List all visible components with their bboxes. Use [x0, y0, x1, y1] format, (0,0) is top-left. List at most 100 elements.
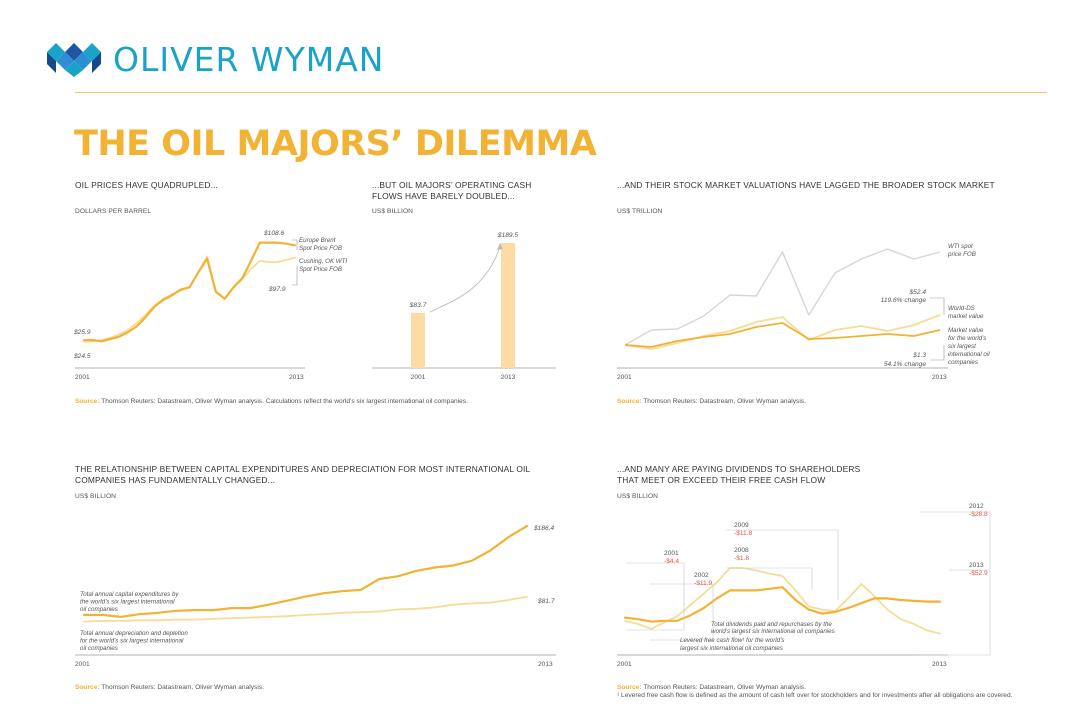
bar-value-label: $189.5 — [497, 232, 519, 239]
callout-bracket — [626, 562, 685, 631]
value-label: $81.7 — [537, 598, 555, 605]
legend-label: Total dividends paid and repurchases by … — [711, 621, 832, 628]
legend-label: Levered free cash flow¹ for the world’s — [680, 637, 784, 644]
value-label: $52.4 — [908, 289, 926, 296]
x-tick-label: 2013 — [289, 374, 304, 381]
wti-spot-price-fob-line — [624, 248, 941, 346]
panel5-title: ...AND MANY ARE PAYING DIVIDENDS TO SHAR… — [617, 464, 860, 485]
legend-label: Spot Price FOB — [299, 245, 342, 252]
callout-bracket — [919, 511, 991, 656]
x-tick-label: 2013 — [501, 374, 516, 381]
source-label: Source: — [75, 398, 100, 405]
legend-label: World-DS — [948, 305, 976, 312]
value-label: 54.1% change — [884, 361, 926, 368]
source-label: Source: — [617, 684, 642, 691]
connector-line — [930, 297, 945, 315]
value-label: 119.6% change — [881, 297, 927, 304]
legend-label: for the world’s — [948, 335, 986, 342]
callout-value: -$28.8 — [969, 511, 988, 518]
brand-header: OLIVER WYMAN — [47, 40, 384, 80]
page-title: THE OIL MAJORS’ DILEMMA — [74, 124, 597, 164]
callout-bracket — [726, 529, 839, 600]
x-tick-label: 2013 — [932, 374, 947, 381]
cushing-ok-wti-spot-price-fob-line — [83, 255, 296, 343]
growth-arrow — [429, 246, 501, 313]
panel1-title: OIL PRICES HAVE QUADRUPLED... — [75, 180, 219, 190]
panel4-source: Source: Thomson Reuters: Datastream, Oli… — [75, 684, 264, 692]
growth-arrow-head — [497, 243, 503, 250]
callout-value: -$11.8 — [734, 530, 753, 537]
x-tick-label: 2001 — [75, 374, 90, 381]
callout-value: -$52.9 — [969, 570, 988, 577]
callout-value: -$11.9 — [694, 580, 713, 587]
source-text: Thomson Reuters: Datastream, Oliver Wyma… — [643, 684, 806, 691]
source-label: Source: — [617, 398, 642, 405]
connector-line — [292, 239, 298, 250]
legend-label: WTI spot — [948, 243, 973, 250]
source-text: Thomson Reuters: Datastream, Oliver Wyma… — [643, 398, 806, 405]
panel4-title: THE RELATIONSHIP BETWEEN CAPITAL EXPENDI… — [75, 464, 530, 485]
value-label: $108.6 — [263, 230, 285, 237]
world-ds-market-value-line — [624, 314, 941, 350]
callout-year: 2013 — [969, 562, 984, 569]
panel3-title: ...AND THEIR STOCK MARKET VALUATIONS HAV… — [617, 180, 995, 190]
x-tick-label: 2013 — [538, 661, 553, 668]
oliver-wyman-logo-icon — [47, 43, 101, 77]
callout-year: 2012 — [969, 503, 984, 510]
bar-2001 — [411, 312, 425, 368]
legend-label: world’s largest six international oil co… — [711, 628, 835, 635]
legend-label: the world’s six largest international — [80, 599, 175, 606]
legend-label: six largest — [948, 343, 976, 350]
brand-name: OLIVER WYMAN — [113, 40, 385, 79]
panel4-unit: US$ BILLION — [75, 493, 117, 500]
x-tick-label: 2001 — [617, 661, 632, 668]
legend-label: Spot Price FOB — [299, 266, 342, 273]
legend-label: largest six international oil companies — [680, 645, 783, 652]
total-dividends-paid-and-repurchases-line — [623, 586, 942, 623]
callout-year: 2008 — [734, 547, 749, 554]
legend-label: Cushing, OK WTI — [299, 258, 347, 265]
panel3-source: Source: Thomson Reuters: Datastream, Oli… — [617, 398, 806, 406]
value-label: $24.5 — [73, 353, 91, 360]
x-tick-label: 2001 — [75, 661, 90, 668]
panel4-title-line2: COMPANIES HAS FUNDAMENTALLY CHANGED... — [75, 474, 276, 485]
source-text: Thomson Reuters: Datastream, Oliver Wyma… — [101, 684, 264, 691]
value-label: $97.9 — [268, 286, 286, 293]
market-value-for-the-world-s-six-largest-international-oil-companies-line — [624, 322, 941, 348]
legend-label: international oil — [948, 351, 990, 358]
value-label: $186.4 — [533, 525, 555, 532]
europe-brent-spot-price-fob-line — [82, 241, 297, 343]
legend-label: companies — [948, 359, 978, 366]
x-tick-label: 2013 — [932, 661, 947, 668]
total-annual-depreciation-and-depletion-line — [83, 595, 528, 623]
total-annual-capital-expenditures-line — [82, 524, 529, 619]
panel5-title-line2: THAT MEET OR EXCEED THEIR FREE CASH FLOW — [617, 474, 826, 485]
bar-2013 — [501, 243, 515, 368]
legend-label: market value — [948, 313, 984, 320]
legend-label: oil companies — [80, 645, 118, 652]
panel2-title: ...BUT OIL MAJORS’ OPERATING CASH FLOWS … — [372, 180, 531, 201]
panel2-title-line2: FLOWS HAVE BARELY DOUBLED... — [372, 190, 515, 201]
value-label: $1.3 — [912, 352, 926, 359]
legend-label: oil companies — [80, 606, 118, 613]
callout-year: 2002 — [694, 572, 709, 579]
levered-free-cash-flow-line — [624, 567, 941, 635]
footnote: ¹ Levered free cash flow is defined as t… — [617, 692, 1013, 699]
callout-bracket — [726, 567, 813, 590]
callout-bracket — [650, 583, 714, 641]
bar-value-label: $83.7 — [409, 302, 427, 309]
panel1-unit: DOLLARS PER BARREL — [75, 208, 152, 215]
callout-value: -$4.4 — [664, 558, 679, 565]
x-tick-label: 2001 — [411, 374, 426, 381]
value-label: $25.9 — [73, 329, 91, 336]
source-text: Thomson Reuters: Datastream, Oliver Wyma… — [101, 398, 468, 405]
panel2-title-line1: ...BUT OIL MAJORS’ OPERATING CASH — [372, 180, 532, 190]
callout-value: -$1.8 — [734, 555, 749, 562]
source-label: Source: — [75, 684, 100, 691]
callout-year: 2001 — [664, 550, 679, 557]
panel2-unit: US$ BILLION — [372, 208, 414, 215]
legend-label: Europe Brent — [299, 237, 336, 244]
panel5-title-line1: ...AND MANY ARE PAYING DIVIDENDS TO SHAR… — [617, 464, 861, 474]
legend-label: for the world’s six largest internationa… — [80, 638, 184, 645]
